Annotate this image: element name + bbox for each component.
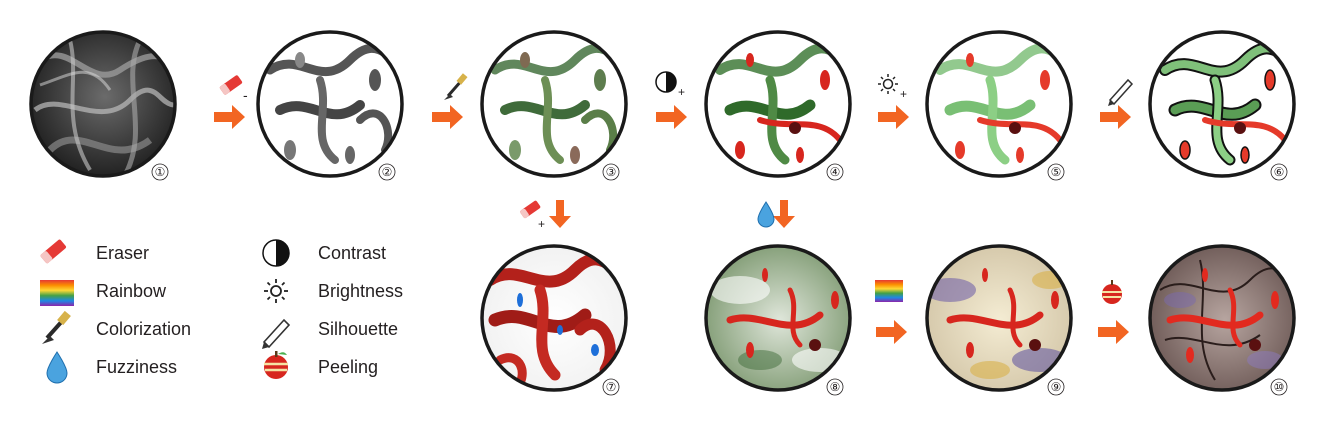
panel-5: ⑤ xyxy=(925,30,1073,181)
panel-3-number: ③ xyxy=(606,165,617,179)
arrow-1-2 xyxy=(214,105,245,129)
legend-fuzziness-icon xyxy=(46,351,68,384)
panel-1-number: ① xyxy=(155,165,166,179)
legend-eraser-label: Eraser xyxy=(96,243,150,263)
legend-silhouette-icon xyxy=(262,318,291,349)
panel-7: ⑦ xyxy=(480,244,628,396)
panel-10-number: ⑩ xyxy=(1274,380,1285,394)
panel-7-number: ⑦ xyxy=(606,380,617,394)
arrow-3-7 xyxy=(549,200,571,228)
panel-4-number: ④ xyxy=(830,165,841,179)
panel-3: ③ xyxy=(480,30,628,181)
panel-4: ④ xyxy=(704,30,852,181)
arrow-9-10 xyxy=(1098,320,1129,344)
arrow-4-5 xyxy=(878,105,909,129)
panel-9-number: ⑨ xyxy=(1051,380,1062,394)
eraser-icon xyxy=(219,75,243,95)
panel-1: ① xyxy=(29,30,177,181)
legend-rainbow-label: Rainbow xyxy=(96,281,167,301)
legend-eraser-icon xyxy=(40,239,66,264)
legend-colorization-icon xyxy=(42,310,71,344)
panel-9: ⑨ xyxy=(925,244,1073,396)
legend-brightness-icon xyxy=(264,279,288,303)
brightness-icon xyxy=(878,74,898,94)
step-plus-label-eraser: + xyxy=(538,217,545,231)
rainbow-icon xyxy=(875,280,903,302)
silhouette-icon xyxy=(1108,78,1134,106)
fuzziness-icon xyxy=(757,201,775,228)
legend-peeling-icon xyxy=(264,351,288,379)
panel-8-number: ⑧ xyxy=(830,380,841,394)
step-minus-label: - xyxy=(243,87,248,103)
panel-6: ⑥ xyxy=(1148,30,1296,181)
panel-5-number: ⑤ xyxy=(1051,165,1062,179)
legend-colorization-label: Colorization xyxy=(96,319,192,339)
arrow-4-8 xyxy=(773,200,795,228)
panel-2-number: ② xyxy=(382,165,393,179)
peeling-icon xyxy=(1102,280,1122,304)
colorization-icon xyxy=(444,73,468,100)
arrow-2-3 xyxy=(432,105,463,129)
step-plus-label-brightness: + xyxy=(900,87,907,101)
legend-peeling-label: Peeling xyxy=(318,357,379,377)
panel-2: ② xyxy=(256,30,404,181)
legend-contrast-icon xyxy=(262,239,290,267)
contrast-icon xyxy=(655,71,677,93)
panel-10: ⑩ xyxy=(1148,244,1296,396)
legend-rainbow-icon xyxy=(40,280,74,306)
legend-brightness-label: Brightness xyxy=(318,281,404,301)
arrow-5-6 xyxy=(1100,105,1131,129)
legend-fuzziness-label: Fuzziness xyxy=(96,357,178,377)
arrow-3-4 xyxy=(656,105,687,129)
legend-silhouette-label: Silhouette xyxy=(318,319,399,339)
legend-contrast-label: Contrast xyxy=(318,243,387,263)
eraser-plus-icon xyxy=(520,200,541,219)
panel-6-number: ⑥ xyxy=(1274,165,1285,179)
step-plus-label-contrast: + xyxy=(678,85,685,99)
arrow-8-9 xyxy=(876,320,907,344)
panel-8: ⑧ xyxy=(704,244,852,396)
